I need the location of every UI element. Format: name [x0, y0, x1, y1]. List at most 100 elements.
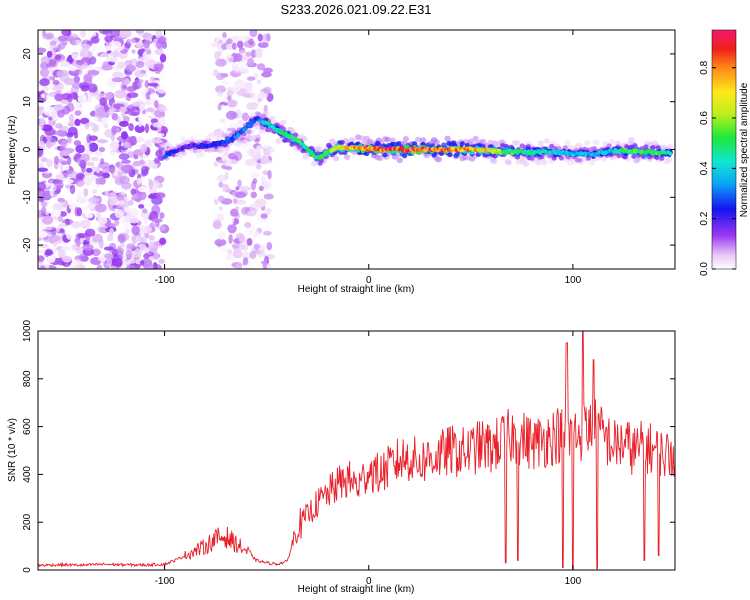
spectrogram-noise-blob [83, 102, 92, 110]
spectrogram-noise-blob [135, 30, 145, 34]
spectrogram-noise-blob [39, 117, 46, 127]
spectrogram-ridge-blob [402, 135, 410, 142]
spectrogram-noise-blob [260, 213, 268, 219]
snr-series-line [38, 331, 675, 570]
spectrogram-noise-blob [82, 205, 89, 211]
spectrogram-noise-blob [71, 53, 79, 60]
spectrogram-noise-blob [87, 202, 95, 210]
spectrogram-ridge-blob [246, 129, 252, 135]
spectrogram-noise-blob [246, 102, 258, 111]
spectrogram-noise-blob [263, 86, 272, 95]
spectrogram-x-tick-label: -100 [155, 275, 175, 286]
spectrogram-noise-blob [127, 200, 134, 206]
spectrogram-noise-blob [217, 231, 226, 241]
spectrogram-noise-blob [134, 144, 142, 150]
spectrogram-ridge-blob [190, 134, 198, 141]
spectrogram-noise-blob [212, 69, 219, 77]
spectrogram-noise-blob [262, 260, 268, 269]
spectrogram-noise-blob [94, 46, 105, 55]
spectrogram-noise-blob [75, 60, 85, 66]
spectrogram-noise-blob [104, 91, 114, 101]
spectrogram-noise-blob [246, 238, 253, 246]
spectrogram-noise-blob [60, 202, 65, 208]
spectrogram-noise-blob [125, 249, 133, 259]
spectrogram-noise-blob [38, 106, 44, 116]
spectrogram-ridge-blob [275, 137, 282, 144]
spectrogram-noise-blob [84, 143, 91, 153]
spectrogram-noise-blob [244, 221, 252, 228]
spectrogram-noise-blob [98, 30, 111, 35]
colorbar-tick-label: 0.8 [699, 60, 710, 74]
spectrogram-noise-blob [267, 169, 272, 180]
spectrogram-noise-blob [159, 212, 165, 219]
spectrogram-ridge-blob [339, 140, 345, 145]
spectrogram-noise-blob [238, 242, 245, 251]
spectrogram-noise-blob [74, 118, 81, 127]
spectrogram-noise-blob [109, 151, 121, 161]
spectrogram-noise-blob [49, 234, 61, 242]
spectrogram-noise-blob [93, 170, 105, 177]
spectrogram-ridge-blob [592, 139, 599, 146]
spectrogram-noise-blob [87, 70, 100, 76]
spectrogram-ridge-blob [479, 138, 487, 145]
spectrogram-noise-blob [79, 159, 87, 169]
spectrogram-noise-blob [125, 64, 136, 73]
spectrogram-noise-blob [131, 49, 136, 54]
snr-y-tick-label: 0 [22, 567, 33, 573]
spectrogram-noise-blob [119, 30, 132, 38]
spectrogram-noise-blob [71, 264, 84, 269]
spectrogram-noise-blob [232, 198, 238, 204]
spectrogram-noise-blob [76, 174, 82, 181]
spectrogram-noise-blob [80, 30, 87, 38]
spectrogram-noise-blob [83, 188, 89, 197]
snr-y-tick-label: 800 [22, 370, 33, 387]
spectrogram-noise-blob [77, 191, 82, 199]
spectrogram-ridge-blob [514, 139, 521, 146]
spectrogram-ridge-blob [329, 138, 336, 145]
spectrogram-noise-blob [147, 82, 159, 87]
spectrogram-noise-blob [53, 155, 60, 166]
spectrogram-ridge-blob [577, 157, 583, 163]
spectrogram-noise-blob [257, 33, 263, 42]
spectrogram-ridge-blob [522, 161, 530, 167]
spectrogram-noise-blob [225, 43, 234, 51]
spectrogram-noise-blob [55, 174, 65, 180]
spectrogram-noise-blob [249, 203, 260, 213]
spectrogram-noise-blob [153, 157, 160, 164]
spectrogram-noise-blob [38, 47, 47, 53]
spectrogram-ridge-blob [667, 143, 674, 150]
spectrogram-noise-blob [46, 140, 53, 149]
spectrogram-noise-blob [226, 38, 233, 45]
spectrogram-y-tick-label: 20 [22, 48, 33, 60]
spectrogram-noise-blob [104, 35, 113, 43]
spectrogram-noise-blob [261, 71, 272, 78]
spectrogram-y-tick-label: -10 [22, 190, 33, 205]
spectrogram-noise-blob [80, 117, 90, 125]
spectrogram-noise-blob [60, 144, 67, 151]
spectrogram-noise-blob [112, 71, 124, 79]
spectrogram-noise-blob [74, 206, 79, 217]
spectrogram-ridge-blob [659, 156, 665, 161]
spectrogram-noise-blob [149, 76, 155, 83]
spectrogram-noise-blob [147, 143, 153, 149]
spectrogram-y-ticks: -20 -10 0 10 20 [22, 48, 675, 252]
spectrogram-noise-blob [91, 124, 99, 133]
spectrogram-noise-blob [57, 197, 65, 203]
spectrogram-noise-blob [111, 112, 119, 121]
spectrogram-noise-blob [65, 170, 78, 178]
spectrogram-noise-blob [48, 116, 53, 121]
spectrogram-noise-blob [54, 93, 64, 102]
spectrogram-noise-blob [217, 213, 224, 222]
spectrogram-noise-blob [59, 61, 71, 68]
spectrogram-noise-blob [84, 228, 96, 237]
spectrogram-noise-blob [122, 206, 130, 213]
colorbar-tick-label: 0.0 [699, 262, 710, 276]
spectrogram-noise-blob [55, 225, 61, 233]
spectrogram-noise-blob [77, 94, 87, 104]
snr-x-ticks: -100 0 100 [155, 331, 582, 587]
spectrogram-noise-blob [155, 149, 163, 158]
spectrogram-noise-blob [244, 81, 253, 92]
spectrogram-noise-blob [221, 184, 230, 189]
spectrogram-noise-blob [57, 216, 63, 223]
spectrogram-noise-blob [55, 123, 63, 129]
